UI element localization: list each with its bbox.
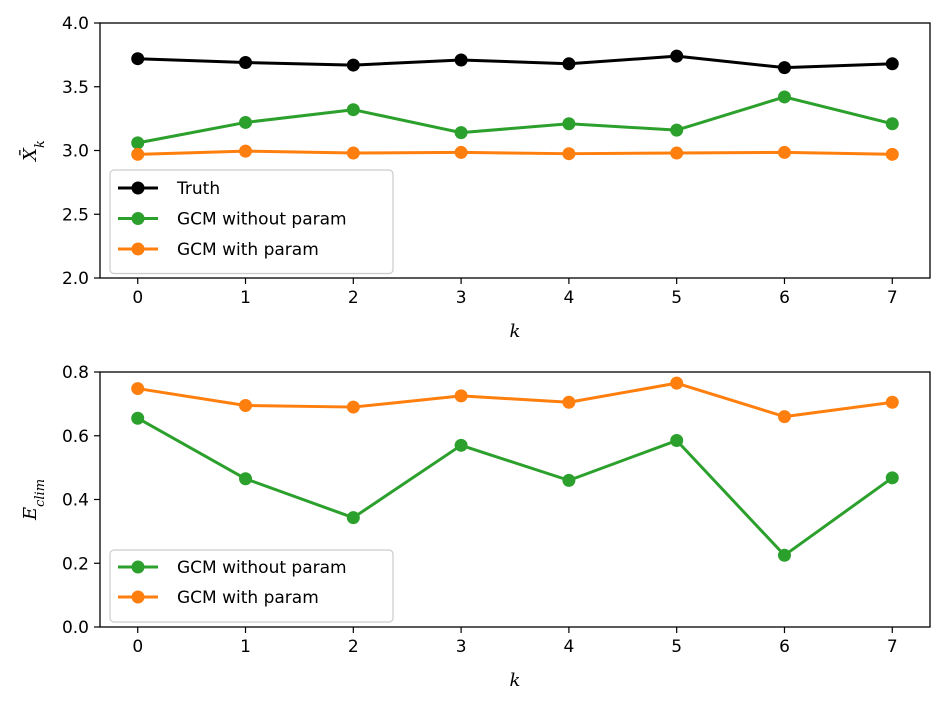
x-tick-label: 1 — [240, 637, 251, 657]
data-point — [239, 115, 253, 129]
data-point — [885, 117, 899, 131]
data-point — [562, 473, 576, 487]
data-point — [346, 103, 360, 117]
x-tick-label: 0 — [132, 288, 143, 308]
data-point — [562, 395, 576, 409]
data-point — [777, 410, 791, 424]
y-tick-label: 3.5 — [62, 78, 89, 98]
x-tick-label: 2 — [348, 637, 359, 657]
legend-entry-label: GCM with param — [177, 240, 319, 260]
chart-panel-1: 0 1 2 3 4 5 6 7 2.0 2.5 3.0 3.5 4.0 k X̄k Truth GCM with… — [18, 14, 931, 342]
legend-marker — [131, 590, 145, 604]
y-tick-label: 2.0 — [62, 269, 89, 289]
data-point — [131, 136, 145, 150]
y-tick-label: 0.6 — [62, 427, 89, 447]
data-point — [670, 146, 684, 160]
series-line — [137, 95, 893, 145]
data-point — [454, 438, 468, 452]
data-point — [777, 61, 791, 75]
legend-entry-label: GCM without param — [177, 558, 347, 578]
legend-marker — [131, 560, 145, 574]
x-tick-label: 5 — [671, 288, 682, 308]
y-tick-label: 0.4 — [62, 491, 89, 511]
series-line — [136, 416, 894, 557]
x-tick-label: 5 — [671, 637, 682, 657]
data-point — [670, 376, 684, 390]
data-point — [239, 56, 253, 70]
x-tick-label: 7 — [887, 288, 898, 308]
data-point — [670, 434, 684, 448]
data-point — [131, 147, 145, 161]
x-tick-label: 3 — [456, 288, 467, 308]
x-tick-label: 4 — [563, 288, 574, 308]
data-point — [777, 90, 791, 104]
legend: Truth GCM without param GCM with param — [109, 169, 394, 275]
y-tick-label: 4.0 — [62, 14, 89, 34]
y-tick-label: 2.5 — [62, 205, 89, 225]
data-point — [239, 398, 253, 412]
y-axis-label: X̄k — [18, 140, 48, 163]
data-point — [346, 511, 360, 525]
series-line — [137, 54, 893, 70]
series-line — [137, 149, 893, 156]
data-point — [562, 57, 576, 71]
legend-box — [109, 549, 394, 623]
data-point — [885, 147, 899, 161]
legend-entry-label: GCM without param — [177, 210, 347, 230]
plot-frame — [99, 371, 931, 628]
data-point — [670, 123, 684, 137]
x-tick-label: 6 — [779, 288, 790, 308]
legend-entry-label: GCM with param — [177, 588, 319, 608]
data-point — [239, 144, 253, 158]
x-axis-label: k — [510, 670, 521, 691]
x-tick-label: 3 — [456, 637, 467, 657]
legend-box — [109, 169, 394, 275]
data-point — [885, 57, 899, 71]
data-point — [454, 53, 468, 67]
x-tick-label: 1 — [240, 288, 251, 308]
data-point — [131, 411, 145, 425]
legend-marker — [131, 212, 145, 225]
x-axis-label: k — [510, 321, 521, 342]
data-point — [562, 117, 576, 131]
x-tick-label: 0 — [132, 637, 143, 657]
chart-panel-2: 0 1 2 3 4 5 6 7 0.0 0.2 0.4 0.6 0.8 k Eclim GCM without… — [20, 363, 931, 691]
data-point — [777, 145, 791, 159]
data-point — [346, 58, 360, 72]
data-point — [131, 52, 145, 66]
legend: GCM without param GCM with param — [109, 549, 394, 623]
y-tick-label: 0.0 — [62, 618, 89, 638]
data-point — [131, 382, 145, 396]
data-point — [454, 145, 468, 159]
data-point — [777, 548, 791, 562]
y-tick-label: 0.2 — [62, 554, 89, 574]
data-point — [562, 147, 576, 161]
data-point — [885, 395, 899, 409]
data-point — [670, 49, 684, 63]
data-point — [885, 471, 899, 485]
x-tick-label: 2 — [348, 288, 359, 308]
y-tick-label: 3.0 — [62, 142, 89, 162]
y-axis-label: Eclim — [20, 479, 48, 521]
x-tick-label: 6 — [779, 637, 790, 657]
plot-frame — [99, 22, 931, 279]
y-tick-label: 0.8 — [62, 363, 89, 383]
data-point — [454, 126, 468, 140]
data-point — [346, 400, 360, 414]
x-tick-label: 4 — [563, 637, 574, 657]
data-point — [454, 389, 468, 403]
series-line — [137, 381, 893, 419]
legend-marker — [131, 242, 145, 256]
x-tick-label: 7 — [887, 637, 898, 657]
data-point — [239, 472, 253, 486]
legend-marker — [131, 181, 145, 195]
legend-entry-label: Truth — [176, 179, 220, 199]
data-point — [346, 146, 360, 160]
